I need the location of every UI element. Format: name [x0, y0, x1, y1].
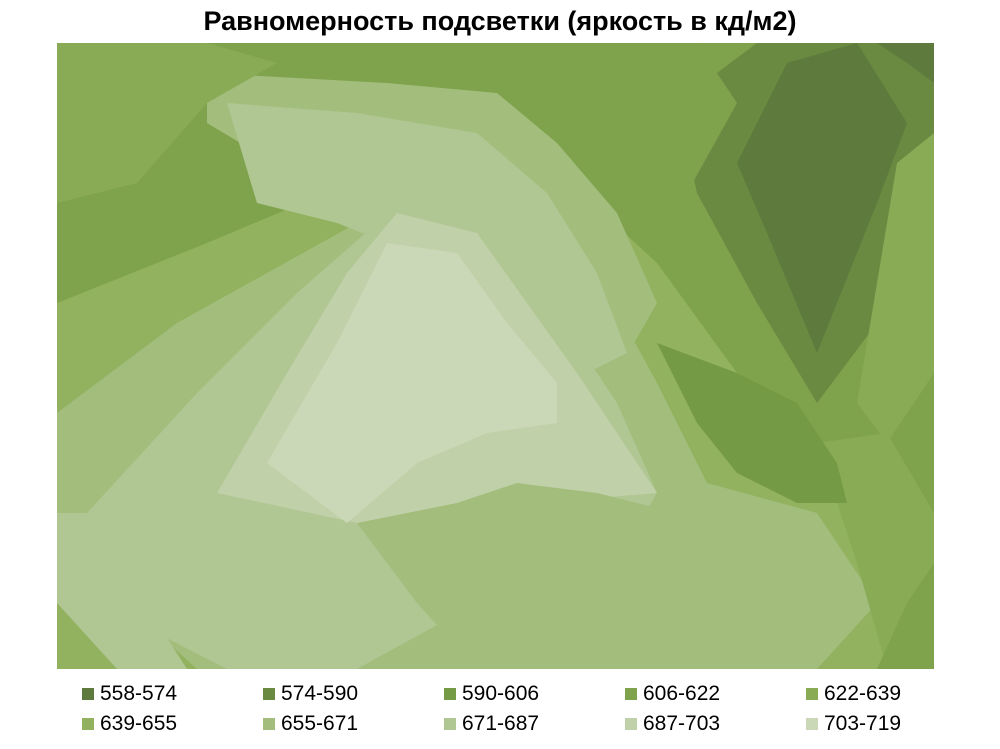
- heatmap-band-622-639: [57, 43, 277, 203]
- legend-swatch: [263, 688, 275, 700]
- legend-swatch: [806, 688, 818, 700]
- legend-item-687-703: 687-703: [625, 710, 720, 738]
- heatmap-band-655-671: [357, 483, 857, 669]
- legend-swatch: [263, 718, 275, 730]
- legend-swatch: [625, 688, 637, 700]
- legend-label: 606-622: [643, 682, 721, 705]
- legend-label: 574-590: [281, 682, 359, 705]
- legend-item-703-719: 703-719: [806, 710, 901, 738]
- legend-item-558-574: 558-574: [82, 680, 177, 708]
- legend-item-590-606: 590-606: [444, 680, 539, 708]
- legend-label: 590-606: [462, 682, 540, 705]
- legend-item-655-671: 655-671: [263, 710, 358, 738]
- heatmap-surface: [57, 43, 934, 669]
- legend-label: 671-687: [462, 712, 540, 735]
- legend-swatch: [625, 718, 637, 730]
- heatmap-band-606-622: [877, 563, 934, 669]
- heatmap-band-606-622: [537, 43, 737, 193]
- plot-area: [57, 43, 934, 669]
- legend-item-574-590: 574-590: [263, 680, 358, 708]
- legend-label: 687-703: [643, 712, 721, 735]
- legend-swatch: [444, 718, 456, 730]
- heatmap-band-622-639: [857, 133, 934, 443]
- heatmap-band-558-574: [737, 43, 907, 353]
- legend-item-606-622: 606-622: [625, 680, 720, 708]
- legend-label: 558-574: [100, 682, 178, 705]
- legend: 558-574 574-590 590-606 606-622 622-639 639-6…: [82, 680, 962, 744]
- legend-swatch: [444, 688, 456, 700]
- legend-swatch: [806, 718, 818, 730]
- legend-label: 703-719: [824, 712, 902, 735]
- legend-swatch: [82, 688, 94, 700]
- legend-label: 639-655: [100, 712, 178, 735]
- legend-item-639-655: 639-655: [82, 710, 177, 738]
- heatmap-band-703-719: [267, 243, 557, 523]
- chart-title: Равномерность подсветки (яркость в кд/м2…: [203, 6, 797, 36]
- legend-item-671-687: 671-687: [444, 710, 539, 738]
- heatmap-band-671-687: [57, 513, 187, 669]
- heatmap-band-590-606: [657, 343, 847, 503]
- legend-swatch: [82, 718, 94, 730]
- legend-item-622-639: 622-639: [806, 680, 901, 708]
- heatmap-band-558-574: [877, 43, 934, 83]
- legend-label: 655-671: [281, 712, 359, 735]
- legend-label: 622-639: [824, 682, 902, 705]
